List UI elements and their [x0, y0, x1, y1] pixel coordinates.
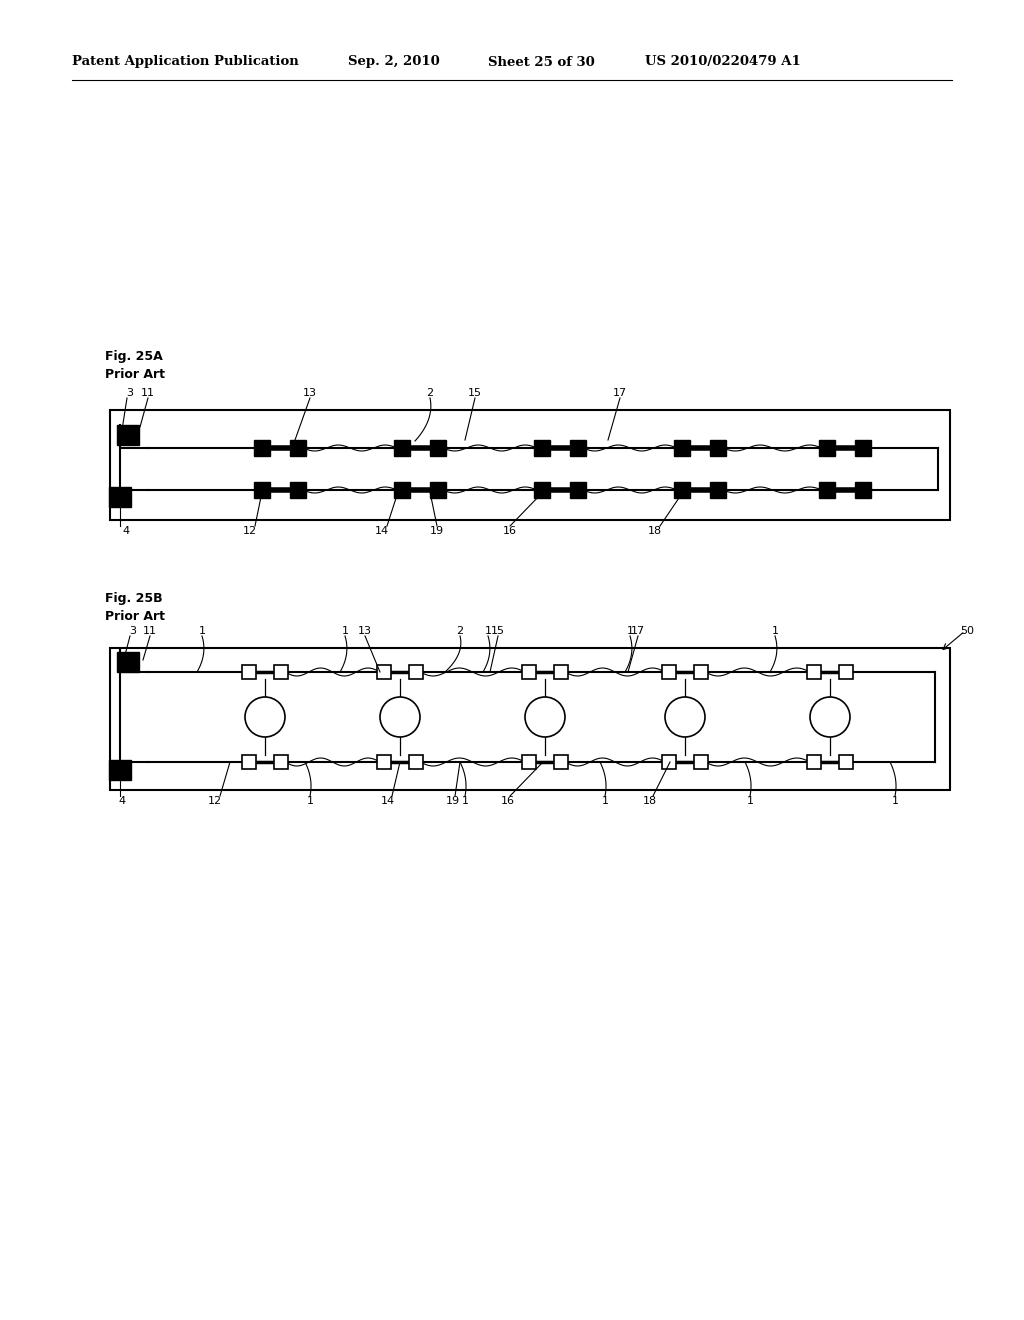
- Text: 18: 18: [643, 796, 657, 807]
- Bar: [110, 411, 950, 520]
- Bar: [409, 665, 423, 678]
- Bar: [554, 755, 568, 770]
- Bar: [117, 425, 139, 445]
- Bar: [254, 440, 270, 455]
- Text: 17: 17: [631, 626, 645, 636]
- Bar: [377, 755, 391, 770]
- Circle shape: [810, 697, 850, 737]
- Bar: [570, 482, 586, 498]
- Circle shape: [380, 697, 420, 737]
- Text: 2: 2: [426, 388, 433, 399]
- Bar: [662, 755, 676, 770]
- Bar: [110, 648, 950, 789]
- Text: 16: 16: [501, 796, 515, 807]
- Bar: [674, 482, 690, 498]
- Bar: [522, 755, 536, 770]
- Text: 50: 50: [961, 626, 974, 636]
- Text: 16: 16: [503, 525, 517, 536]
- Text: 19: 19: [445, 796, 460, 807]
- Bar: [394, 482, 410, 498]
- Bar: [394, 440, 410, 455]
- Text: 4: 4: [123, 525, 130, 536]
- Text: 1: 1: [627, 626, 634, 636]
- Bar: [839, 665, 853, 678]
- Text: 12: 12: [208, 796, 222, 807]
- Text: Prior Art: Prior Art: [105, 368, 165, 381]
- Text: 12: 12: [243, 525, 257, 536]
- Bar: [807, 665, 821, 678]
- Text: 1: 1: [746, 796, 754, 807]
- Text: 15: 15: [490, 626, 505, 636]
- Text: 4: 4: [119, 796, 126, 807]
- Bar: [694, 665, 708, 678]
- Text: 11: 11: [141, 388, 155, 399]
- Text: 13: 13: [303, 388, 317, 399]
- Text: 1: 1: [892, 796, 898, 807]
- Bar: [855, 440, 871, 455]
- Text: 3: 3: [129, 626, 136, 636]
- Text: 14: 14: [381, 796, 395, 807]
- Bar: [570, 440, 586, 455]
- Bar: [694, 755, 708, 770]
- Bar: [409, 755, 423, 770]
- Text: 18: 18: [648, 525, 663, 536]
- Bar: [522, 665, 536, 678]
- Bar: [710, 440, 726, 455]
- Text: Patent Application Publication: Patent Application Publication: [72, 55, 299, 69]
- Bar: [274, 665, 288, 678]
- Text: Sheet 25 of 30: Sheet 25 of 30: [488, 55, 595, 69]
- Text: 1: 1: [484, 626, 492, 636]
- Circle shape: [245, 697, 285, 737]
- Bar: [534, 482, 550, 498]
- Bar: [807, 755, 821, 770]
- Text: 13: 13: [358, 626, 372, 636]
- Bar: [855, 482, 871, 498]
- Text: US 2010/0220479 A1: US 2010/0220479 A1: [645, 55, 801, 69]
- Text: 14: 14: [375, 525, 389, 536]
- Circle shape: [525, 697, 565, 737]
- Text: 15: 15: [468, 388, 482, 399]
- Bar: [290, 440, 306, 455]
- Bar: [109, 760, 131, 780]
- Text: 1: 1: [306, 796, 313, 807]
- Text: Prior Art: Prior Art: [105, 610, 165, 623]
- Text: 1: 1: [199, 626, 206, 636]
- Bar: [290, 482, 306, 498]
- Bar: [274, 755, 288, 770]
- Bar: [710, 482, 726, 498]
- Bar: [109, 487, 131, 507]
- Text: Fig. 25A: Fig. 25A: [105, 350, 163, 363]
- Text: 17: 17: [613, 388, 627, 399]
- Circle shape: [665, 697, 705, 737]
- Bar: [534, 440, 550, 455]
- Bar: [554, 665, 568, 678]
- Bar: [117, 652, 139, 672]
- Bar: [430, 440, 446, 455]
- Text: Sep. 2, 2010: Sep. 2, 2010: [348, 55, 439, 69]
- Text: Fig. 25B: Fig. 25B: [105, 591, 163, 605]
- Bar: [819, 440, 835, 455]
- Text: 1: 1: [341, 626, 348, 636]
- Bar: [819, 482, 835, 498]
- Bar: [662, 665, 676, 678]
- Text: 1: 1: [771, 626, 778, 636]
- Bar: [674, 440, 690, 455]
- Text: 1: 1: [462, 796, 469, 807]
- Bar: [242, 665, 256, 678]
- Text: 19: 19: [430, 525, 444, 536]
- Bar: [254, 482, 270, 498]
- Bar: [377, 665, 391, 678]
- Bar: [430, 482, 446, 498]
- Text: 11: 11: [143, 626, 157, 636]
- Text: 2: 2: [457, 626, 464, 636]
- Bar: [839, 755, 853, 770]
- Bar: [242, 755, 256, 770]
- Text: 3: 3: [127, 388, 133, 399]
- Text: 1: 1: [601, 796, 608, 807]
